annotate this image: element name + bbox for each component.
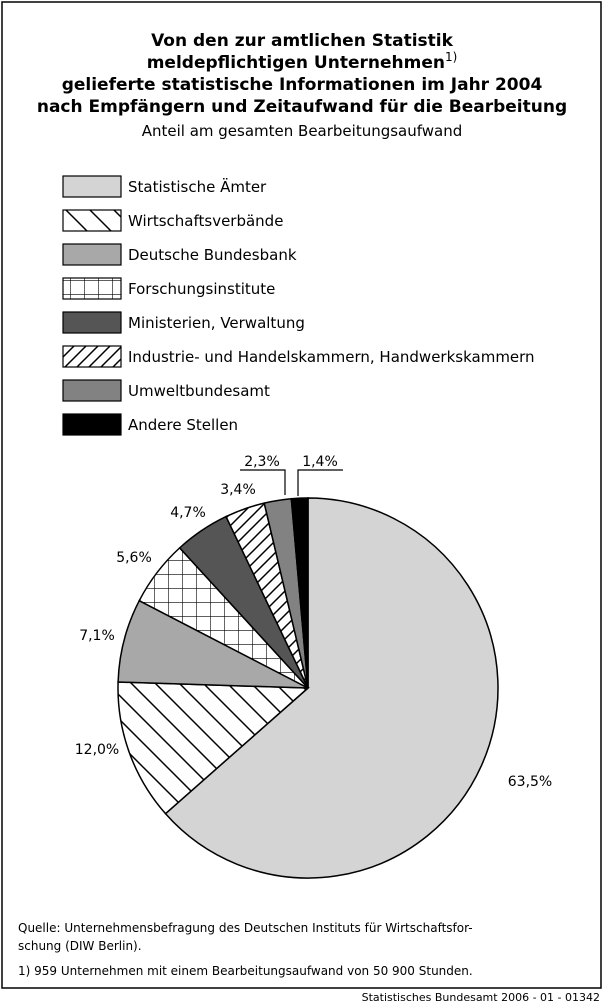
value-label: 12,0% [75, 742, 119, 758]
legend-label: Forschungsinstitute [128, 280, 275, 298]
legend-label: Statistische Ämter [128, 177, 267, 196]
pie-slice [164, 497, 499, 879]
legend-swatch [62, 277, 122, 300]
footnote: 1) 959 Unternehmen mit einem Bearbeitung… [18, 964, 473, 978]
legend-swatch [62, 209, 122, 232]
legend-label: Ministerien, Verwaltung [128, 314, 305, 332]
legend-label: Wirtschaftsverbände [128, 212, 283, 230]
chart-title: gelieferte statistische Informationen im… [62, 75, 543, 95]
legend-label: Andere Stellen [128, 416, 238, 434]
value-label: 5,6% [116, 550, 152, 566]
source: schung (DIW Berlin). [18, 939, 142, 953]
legend-swatch [62, 243, 122, 266]
value-label: 1,4% [302, 454, 338, 470]
legend-swatch [62, 379, 122, 402]
chart-title: meldepflichtigen Unternehmen1) [147, 50, 458, 73]
value-label: 4,7% [170, 505, 206, 521]
legend-label: Industrie- und Handelskammern, Handwerks… [128, 348, 535, 366]
legend-label: Deutsche Bundesbank [128, 246, 297, 264]
value-label: 3,4% [220, 482, 256, 498]
chart-title: Von den zur amtlichen Statistik [151, 31, 454, 51]
leader-line [297, 469, 343, 496]
leader-line [240, 469, 286, 495]
legend-swatch [62, 311, 122, 334]
chart-title: nach Empfängern und Zeitaufwand für die … [37, 97, 567, 117]
frame [1, 1, 602, 989]
legend-swatch [62, 413, 122, 436]
value-label: 7,1% [79, 628, 115, 644]
subtitle: Anteil am gesamten Bearbeitungsaufwand [142, 122, 463, 140]
value-label: 63,5% [508, 774, 552, 790]
legend-label: Umweltbundesamt [128, 382, 270, 400]
pie-slice [290, 497, 309, 689]
source: Quelle: Unternehmensbefragung des Deutsc… [18, 921, 473, 935]
credit: Statistisches Bundesamt 2006 - 01 - 0134… [362, 991, 600, 1004]
legend-swatch [62, 175, 122, 198]
pie-slice [117, 681, 310, 815]
value-label: 2,3% [244, 454, 280, 470]
legend-swatch [62, 345, 122, 368]
